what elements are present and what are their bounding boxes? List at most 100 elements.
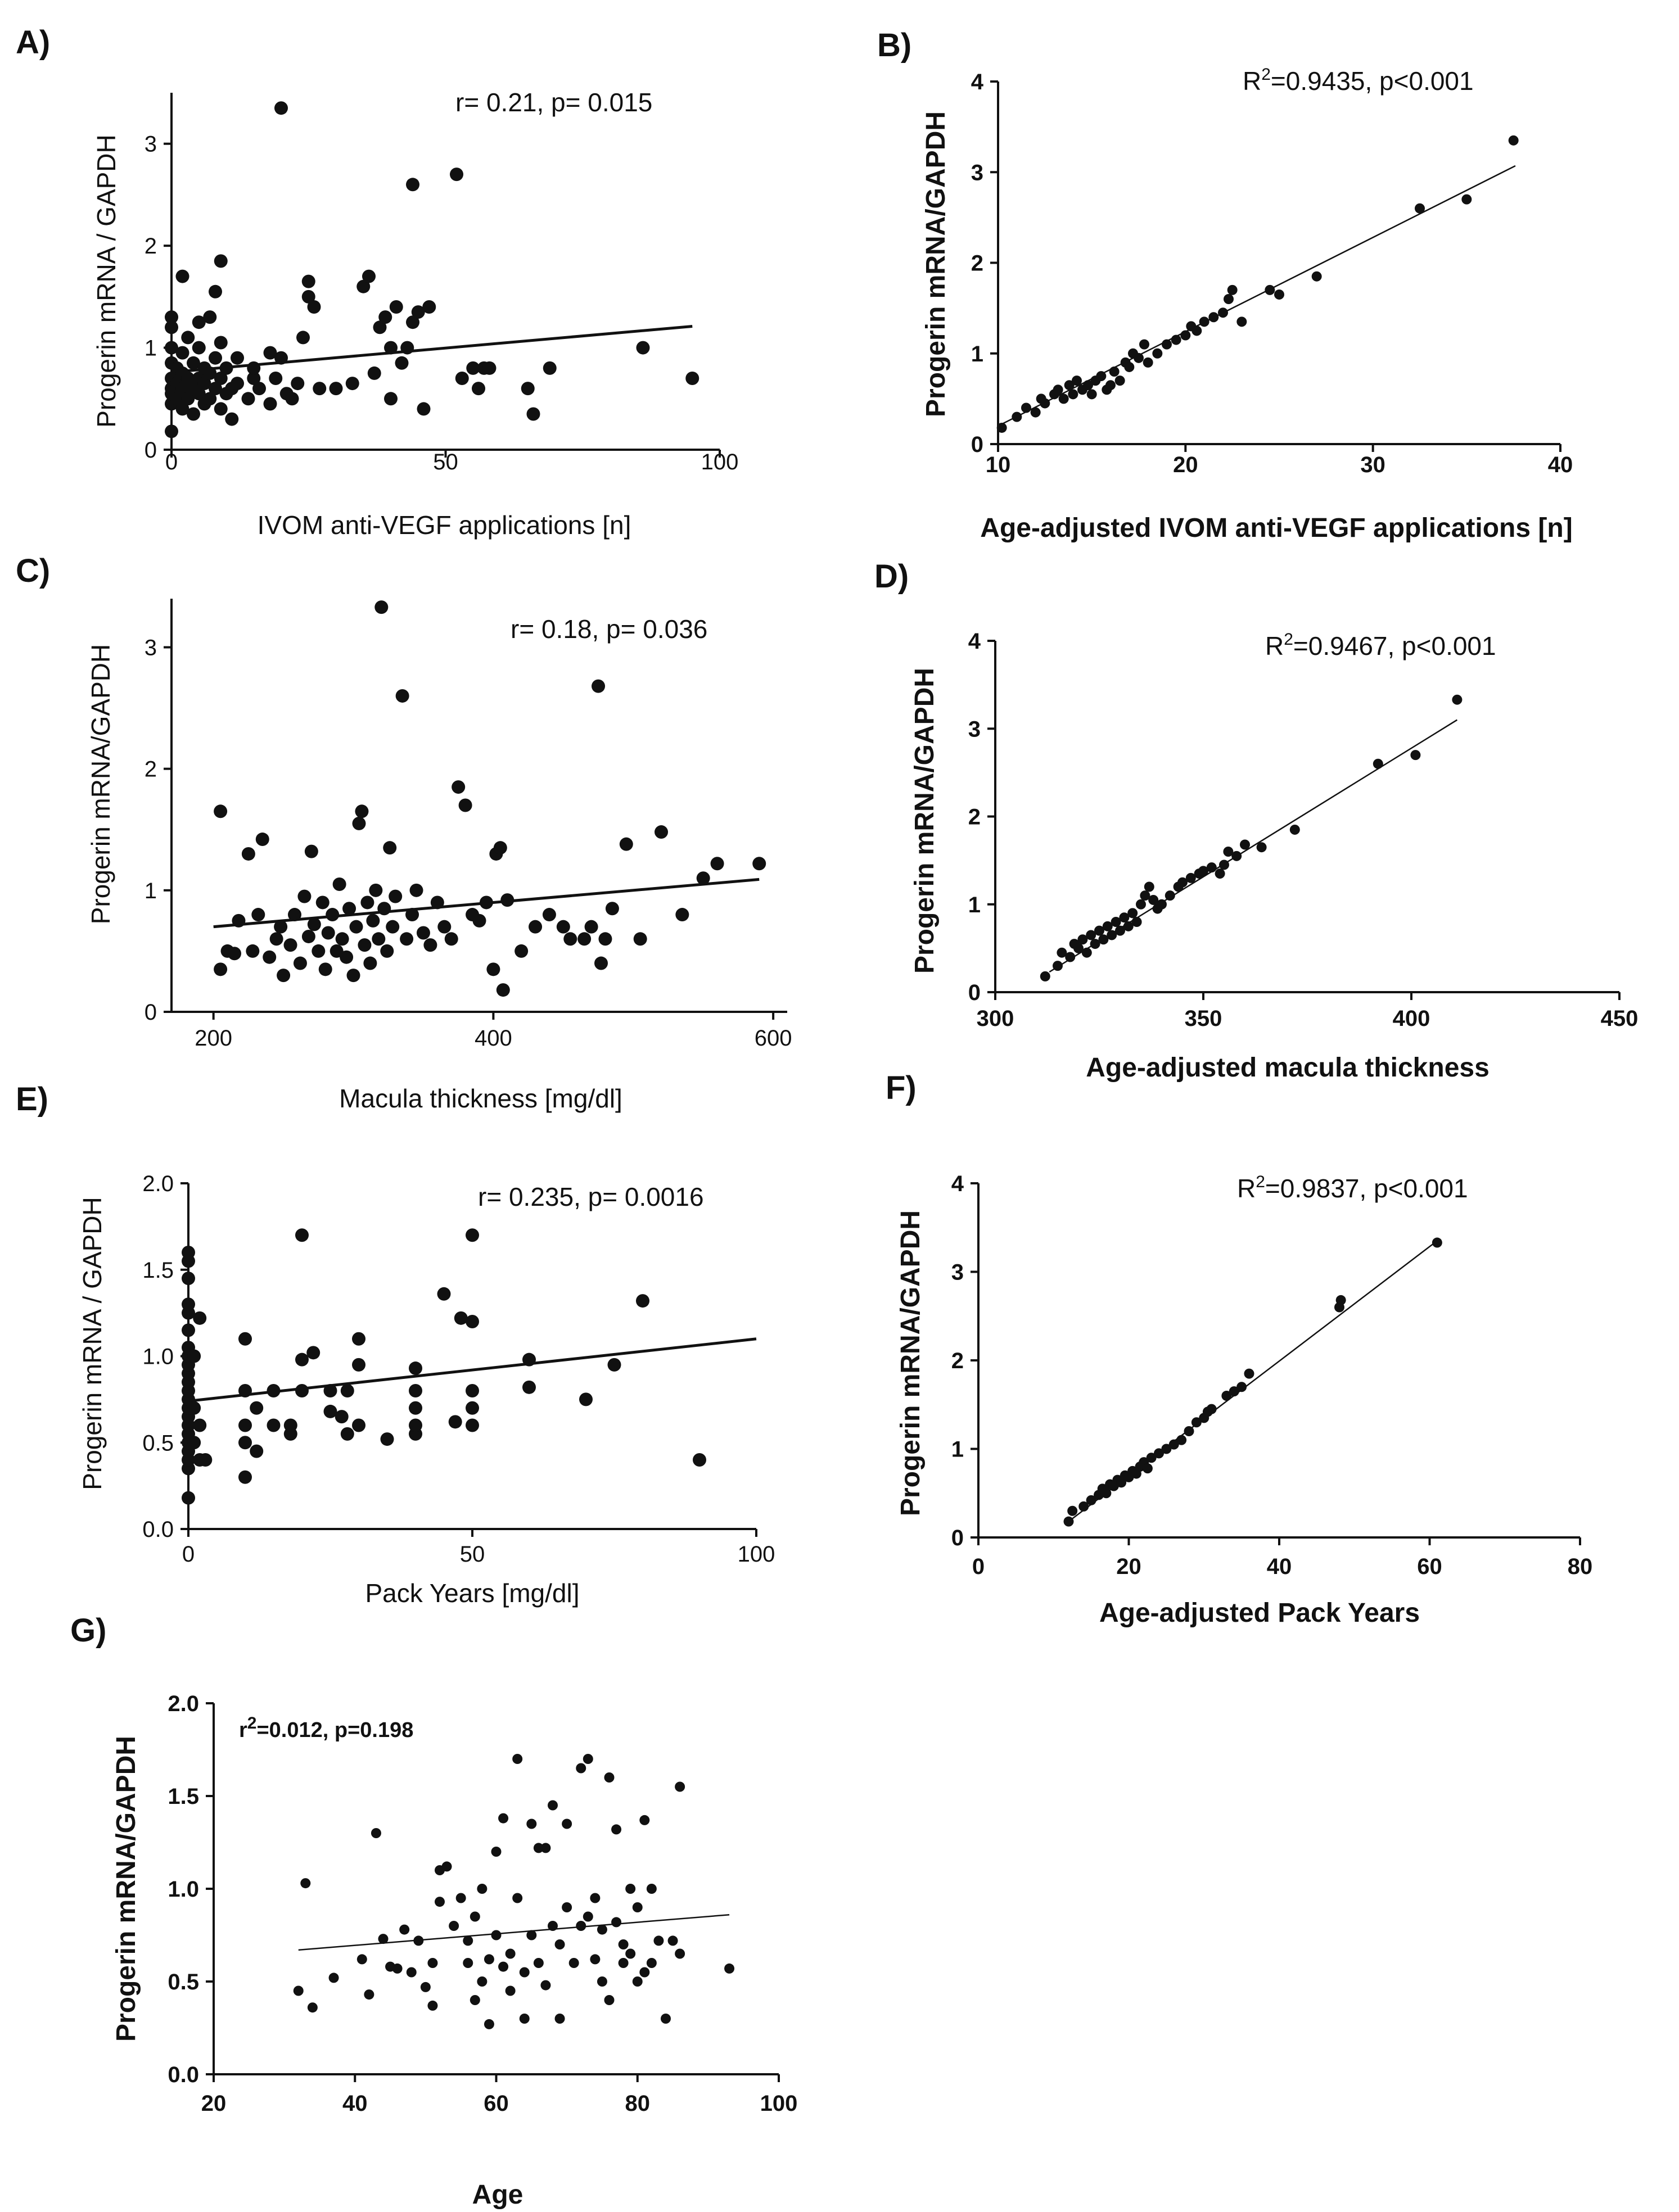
panel-g-data-point <box>554 1939 565 1949</box>
panel-d-x-tick-label: 450 <box>1601 1006 1639 1031</box>
panel-g-data-point <box>639 1815 650 1825</box>
panel-c-data-point <box>332 877 346 892</box>
panel-d-data-point <box>1057 947 1067 958</box>
panel-g-data-point <box>597 1976 607 1987</box>
panel-b-data-point <box>1415 203 1425 214</box>
panel-e-x-axis-label: Pack Years [mg/dl] <box>365 1578 580 1608</box>
panel-e-data-point <box>267 1384 281 1397</box>
panel-g-data-point <box>548 1921 558 1931</box>
panel-e-data-point <box>380 1432 394 1446</box>
panel-g-data-point <box>646 1884 657 1894</box>
panel-a-data-point <box>214 336 228 350</box>
panel-e-y-tick-label: 0.0 <box>142 1517 174 1542</box>
panel-c-data-point <box>696 871 710 885</box>
panel-c-data-point <box>437 920 452 934</box>
panel-e-data-point <box>198 1453 213 1467</box>
panel-g-data-point <box>590 1954 601 1965</box>
panel-a-data-point <box>269 372 283 385</box>
panel-g-data-point <box>420 1982 431 1992</box>
panel-c-annotation: r= 0.18, p= 0.036 <box>511 614 707 644</box>
panel-g-data-point <box>413 1935 424 1946</box>
panel-e-data-point <box>352 1332 365 1346</box>
panel-d-data-point <box>1240 839 1250 850</box>
panel-g-data-point <box>604 1995 615 2005</box>
panel-b-data-point <box>996 422 1007 433</box>
panel-a-data-point <box>209 382 222 396</box>
panel-b-ticks: 0 1 2 3 4 10 20 30 40 <box>971 70 1573 477</box>
panel-e-data-point <box>437 1287 451 1301</box>
panel-f-x-tick-label: 0 <box>972 1554 985 1579</box>
panel-e-data-point <box>250 1444 264 1458</box>
panel-a-data-point <box>175 382 189 396</box>
panel-e-points <box>182 1228 706 1505</box>
panel-a-y-tick-label: 3 <box>145 132 157 157</box>
panel-g-y-tick-label: 0.5 <box>168 1970 199 1994</box>
panel-f-data-point <box>1161 1444 1172 1454</box>
panel-c-x-tick-label: 200 <box>195 1026 232 1051</box>
panel-g-annotation-sup: 2 <box>247 1714 257 1732</box>
panel-c-data-point <box>293 956 307 970</box>
panel-d-data-point <box>1073 943 1084 953</box>
panel-c-data-point <box>330 944 344 958</box>
panel-g-data-point <box>646 1958 657 1968</box>
panel-a-data-point <box>301 274 315 288</box>
panel-f-x-tick-label: 60 <box>1417 1554 1442 1579</box>
panel-e-data-point <box>340 1384 354 1397</box>
panel-a-y-axis-label: Progerin mRNA / GAPDH <box>92 134 121 427</box>
panel-g-data-point <box>597 1924 607 1935</box>
panel-d-y-tick-label: 3 <box>968 717 981 741</box>
panel-e-data-point <box>283 1418 297 1432</box>
panel-a-data-point <box>247 361 261 375</box>
panel-a-data-point <box>219 361 233 375</box>
panel-a-y-tick-label: 1 <box>145 336 157 361</box>
panel-e-data-point <box>636 1294 649 1308</box>
panel-g-data-point <box>625 1948 636 1959</box>
panel-f-data-point <box>1168 1439 1179 1450</box>
panel-d-data-point <box>1115 925 1125 936</box>
panel-b-data-point <box>1191 325 1202 336</box>
panel-g-data-point <box>632 1902 643 1912</box>
panel-b-data-point <box>1227 284 1238 295</box>
panel-f-y-axis-label: Progerin mRNA/GAPDH <box>896 1210 926 1516</box>
panel-g-data-point <box>554 2014 565 2024</box>
panel-c-data-point <box>598 932 612 946</box>
panel-d-data-point <box>1373 758 1383 769</box>
panel-d-data-point <box>1223 847 1234 857</box>
panel-a-data-point <box>181 331 195 345</box>
panel-c-data-point <box>352 816 366 830</box>
panel-c-data-point <box>380 944 394 958</box>
panel-c-data-point <box>386 920 400 934</box>
panel-e-data-point <box>182 1297 195 1311</box>
panel-g-data-point <box>519 2014 530 2024</box>
panel-g-data-point <box>512 1893 523 1903</box>
panel-e-y-tick-label: 2.0 <box>142 1171 174 1196</box>
panel-c-data-point <box>400 932 414 946</box>
panel-e-y-tick-label: 1.0 <box>142 1345 174 1369</box>
panel-a-x-tick-label: 0 <box>165 450 178 474</box>
panel-e-data-point <box>448 1415 462 1429</box>
panel-c-data-point <box>500 893 514 907</box>
panel-g-data-point <box>512 1754 523 1764</box>
panel-g-points <box>293 1754 735 2029</box>
panel-g-data-point <box>463 1935 473 1946</box>
panel-c-data-point <box>377 902 391 916</box>
panel-a-data-point <box>526 407 540 421</box>
panel-g-data-point <box>576 1763 586 1774</box>
panel-b-data-point <box>1114 376 1125 386</box>
panel-g-x-axis-label: Age <box>472 2180 523 2210</box>
panel-a-data-point <box>203 310 217 324</box>
panel-a-data-point <box>636 341 650 355</box>
panel-g-data-point <box>378 1934 389 1944</box>
panel-c-y-axis-label: Progerin mRNA/GAPDH <box>86 644 115 924</box>
panel-g-data-point <box>498 1961 509 1972</box>
panel-g-data-point <box>491 1930 502 1940</box>
panel-a-data-point <box>209 284 222 298</box>
panel-g-data-point <box>519 1967 530 1978</box>
panel-c-data-point <box>269 932 283 946</box>
panel-c-data-point <box>416 926 430 940</box>
panel-g-annotation: r2=0.012, p=0.198 <box>239 1714 413 1742</box>
panel-g-data-point <box>498 1813 509 1824</box>
panel-b-data-point <box>1143 357 1153 368</box>
panel-c-data-point <box>514 944 529 958</box>
panel-d-data-point <box>1102 921 1113 931</box>
